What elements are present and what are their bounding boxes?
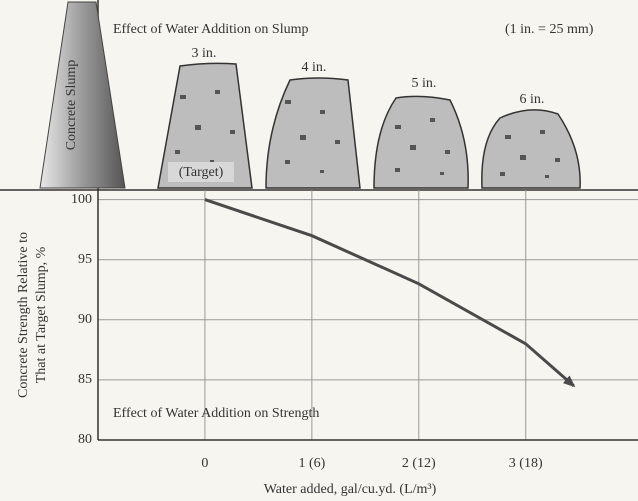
y-tick-label: 95 [78, 252, 92, 267]
slump-label: 5 in. [412, 76, 437, 91]
slump-label: 6 in. [520, 92, 545, 107]
scale-note: (1 in. = 25 mm) [505, 22, 594, 37]
panel-title: Effect of Water Addition on Slump [113, 22, 309, 37]
y-tick-label: 100 [71, 192, 92, 207]
y-axis-label: Concrete Strength Relative to [16, 232, 31, 398]
slump-shape [266, 78, 360, 188]
strength-curve [205, 200, 574, 386]
annotation: Effect of Water Addition on Strength [113, 406, 319, 421]
plot: 80 85 90 95 100 0 1 (6) 2 (12) 3 (18) Effect of W… [16, 190, 638, 497]
x-tick-label: 3 (18) [509, 456, 543, 471]
y-axis-label: That at Target Slump, % [34, 246, 49, 383]
target-label: (Target) [179, 165, 224, 180]
slump-shape [482, 110, 580, 188]
slump-shape [374, 96, 468, 188]
x-tick-label: 2 (12) [402, 456, 436, 471]
figure: Concrete Slump Effect of Water Addition … [0, 0, 638, 501]
cone-label: Concrete Slump [64, 60, 79, 151]
y-tick-label: 90 [78, 312, 92, 327]
slump-panel: Concrete Slump Effect of Water Addition … [40, 0, 594, 190]
x-tick-label: 1 (6) [298, 456, 325, 471]
y-tick-label: 80 [78, 432, 92, 447]
slump-label: 4 in. [302, 60, 327, 75]
page: Concrete Slump Effect of Water Addition … [0, 0, 638, 501]
x-axis-label: Water added, gal/cu.yd. (L/m³) [264, 482, 437, 497]
x-tick-label: 0 [201, 456, 208, 471]
y-tick-label: 85 [78, 372, 92, 387]
slump-label: 3 in. [192, 46, 217, 61]
